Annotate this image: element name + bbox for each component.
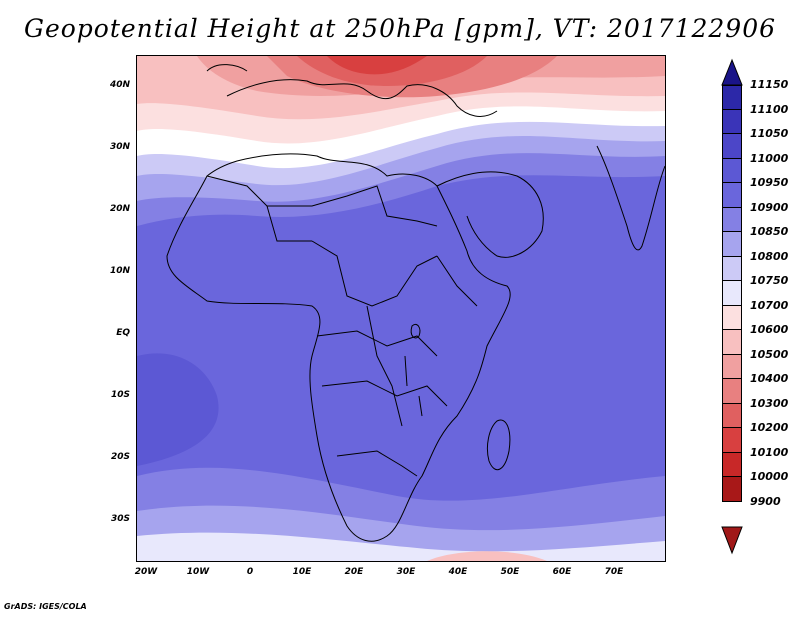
- lat-label-30s: 30S: [110, 514, 130, 524]
- map-canvas: [137, 56, 665, 561]
- colorbar-level-label: 10700: [750, 298, 789, 312]
- field-band-south-10700: [137, 532, 665, 561]
- footer-credit: GrADS: IGES/COLA: [4, 602, 87, 611]
- colorbar-segment: [722, 207, 742, 232]
- lon-label-20w: 20W: [134, 567, 158, 577]
- colorbar-level-label: 11000: [750, 151, 789, 165]
- coastlines: [166, 64, 665, 542]
- map-title: Geopotential Height at 250hPa [gpm], VT:…: [23, 14, 777, 43]
- colorbar-level-label: 11150: [750, 78, 789, 91]
- lon-label-40e: 40E: [448, 567, 468, 577]
- colorbar-level-label: 10500: [750, 347, 789, 361]
- lake-victoria: [410, 323, 421, 339]
- iberia-coast: [206, 64, 248, 72]
- colorbar-segment: [722, 477, 742, 502]
- border-5: [321, 380, 448, 407]
- colorbar-segment: [722, 452, 742, 477]
- colorbar-segment: [722, 428, 742, 453]
- colorbar-segment: [722, 305, 742, 330]
- lon-label-10e: 10E: [292, 567, 312, 577]
- lat-label-40n: 40N: [109, 80, 130, 90]
- colorbar-level-label: 10100: [750, 445, 789, 459]
- colorbar-segment: [722, 379, 742, 404]
- border-2: [267, 185, 438, 227]
- border-7: [366, 305, 403, 427]
- colorbar-level-label: 10000: [750, 470, 789, 483]
- europe-coast: [226, 79, 498, 117]
- lat-label-10n: 10N: [109, 266, 130, 276]
- colorbar-level-label: 10300: [750, 396, 789, 410]
- colorbar-segment: [722, 183, 742, 208]
- colorbar-bottom-arrow: [721, 526, 743, 555]
- colorbar-level-label: 10400: [750, 372, 789, 385]
- colorbar-level-label: 10600: [750, 323, 789, 336]
- colorbar-level-label: 10800: [750, 249, 789, 263]
- colorbar-segment: [722, 232, 742, 257]
- colorbar-segment: [722, 85, 742, 110]
- colorbar-segment: [722, 158, 742, 183]
- border-8: [436, 255, 478, 307]
- colorbar-segment: [722, 281, 742, 306]
- field-band-north-10100: [327, 56, 427, 75]
- colorbar-level-label: 10200: [750, 421, 789, 434]
- india-coast: [596, 145, 665, 251]
- lat-label-20n: 20N: [109, 204, 130, 214]
- lake-tanganyika: [404, 355, 408, 387]
- lon-label-30e: 30E: [396, 567, 416, 577]
- field-band-west-10950: [137, 353, 219, 466]
- border-3: [311, 240, 438, 307]
- arabia-coast: [436, 171, 544, 258]
- colorbar-level-label: 11100: [750, 102, 789, 116]
- colorbar-level-label: 10950: [750, 176, 789, 189]
- colorbar-segment: [722, 109, 742, 134]
- colorbar-segment: [722, 354, 742, 379]
- map-panel[interactable]: [136, 55, 666, 562]
- colorbar-segment: [722, 134, 742, 159]
- colorbar-segment: [722, 330, 742, 355]
- colorbar-level-label: 9900: [750, 494, 781, 508]
- lat-label-20s: 20S: [110, 452, 130, 462]
- colorbar-segment: [722, 403, 742, 428]
- field-band-south-10500: [427, 551, 547, 561]
- lat-label-10s: 10S: [110, 390, 130, 400]
- madagascar-coast: [486, 419, 511, 471]
- lake-malawi: [418, 395, 423, 417]
- colorbar-segment: [722, 256, 742, 281]
- lon-label-10w: 10W: [186, 567, 210, 577]
- lon-label-60e: 60E: [552, 567, 572, 577]
- lat-label-eq: EQ: [116, 328, 130, 338]
- lon-label-70e: 70E: [604, 567, 624, 577]
- colorbar-level-label: 10750: [750, 274, 789, 287]
- border-4: [316, 330, 438, 357]
- lat-label-30n: 30N: [109, 142, 130, 152]
- colorbar-level-label: 11050: [750, 127, 789, 140]
- lon-label-50e: 50E: [500, 567, 520, 577]
- africa-coast: [166, 153, 511, 542]
- colorbar-level-label: 10850: [750, 225, 789, 238]
- colorbar-level-label: 10900: [750, 200, 789, 214]
- lon-label-20e: 20E: [344, 567, 364, 577]
- colorbar-top-arrow: [721, 58, 743, 86]
- border-6: [336, 450, 418, 477]
- lon-label-0: 0: [246, 567, 254, 577]
